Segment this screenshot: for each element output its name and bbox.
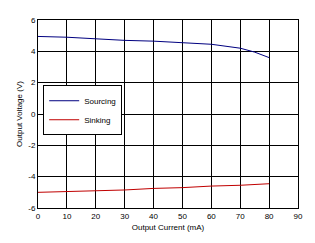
svg-text:-2: -2	[28, 141, 36, 150]
svg-text:40: 40	[149, 212, 158, 221]
svg-text:70: 70	[236, 212, 245, 221]
svg-text:60: 60	[207, 212, 216, 221]
svg-text:50: 50	[178, 212, 187, 221]
svg-text:20: 20	[91, 212, 100, 221]
svg-text:0: 0	[36, 212, 41, 221]
svg-text:10: 10	[62, 212, 71, 221]
svg-text:90: 90	[294, 212, 303, 221]
svg-text:Sourcing: Sourcing	[84, 97, 116, 106]
svg-text:-4: -4	[28, 172, 36, 181]
svg-text:0: 0	[31, 110, 36, 119]
svg-text:-6: -6	[28, 204, 36, 213]
svg-text:Output Voltage (V): Output Voltage (V)	[15, 81, 24, 147]
svg-text:2: 2	[31, 78, 36, 87]
svg-text:4: 4	[31, 47, 36, 56]
svg-text:Output Current (mA): Output Current (mA)	[132, 223, 205, 232]
svg-text:Sinking: Sinking	[84, 116, 110, 125]
svg-text:30: 30	[120, 212, 129, 221]
svg-text:6: 6	[31, 16, 36, 25]
svg-text:80: 80	[265, 212, 274, 221]
